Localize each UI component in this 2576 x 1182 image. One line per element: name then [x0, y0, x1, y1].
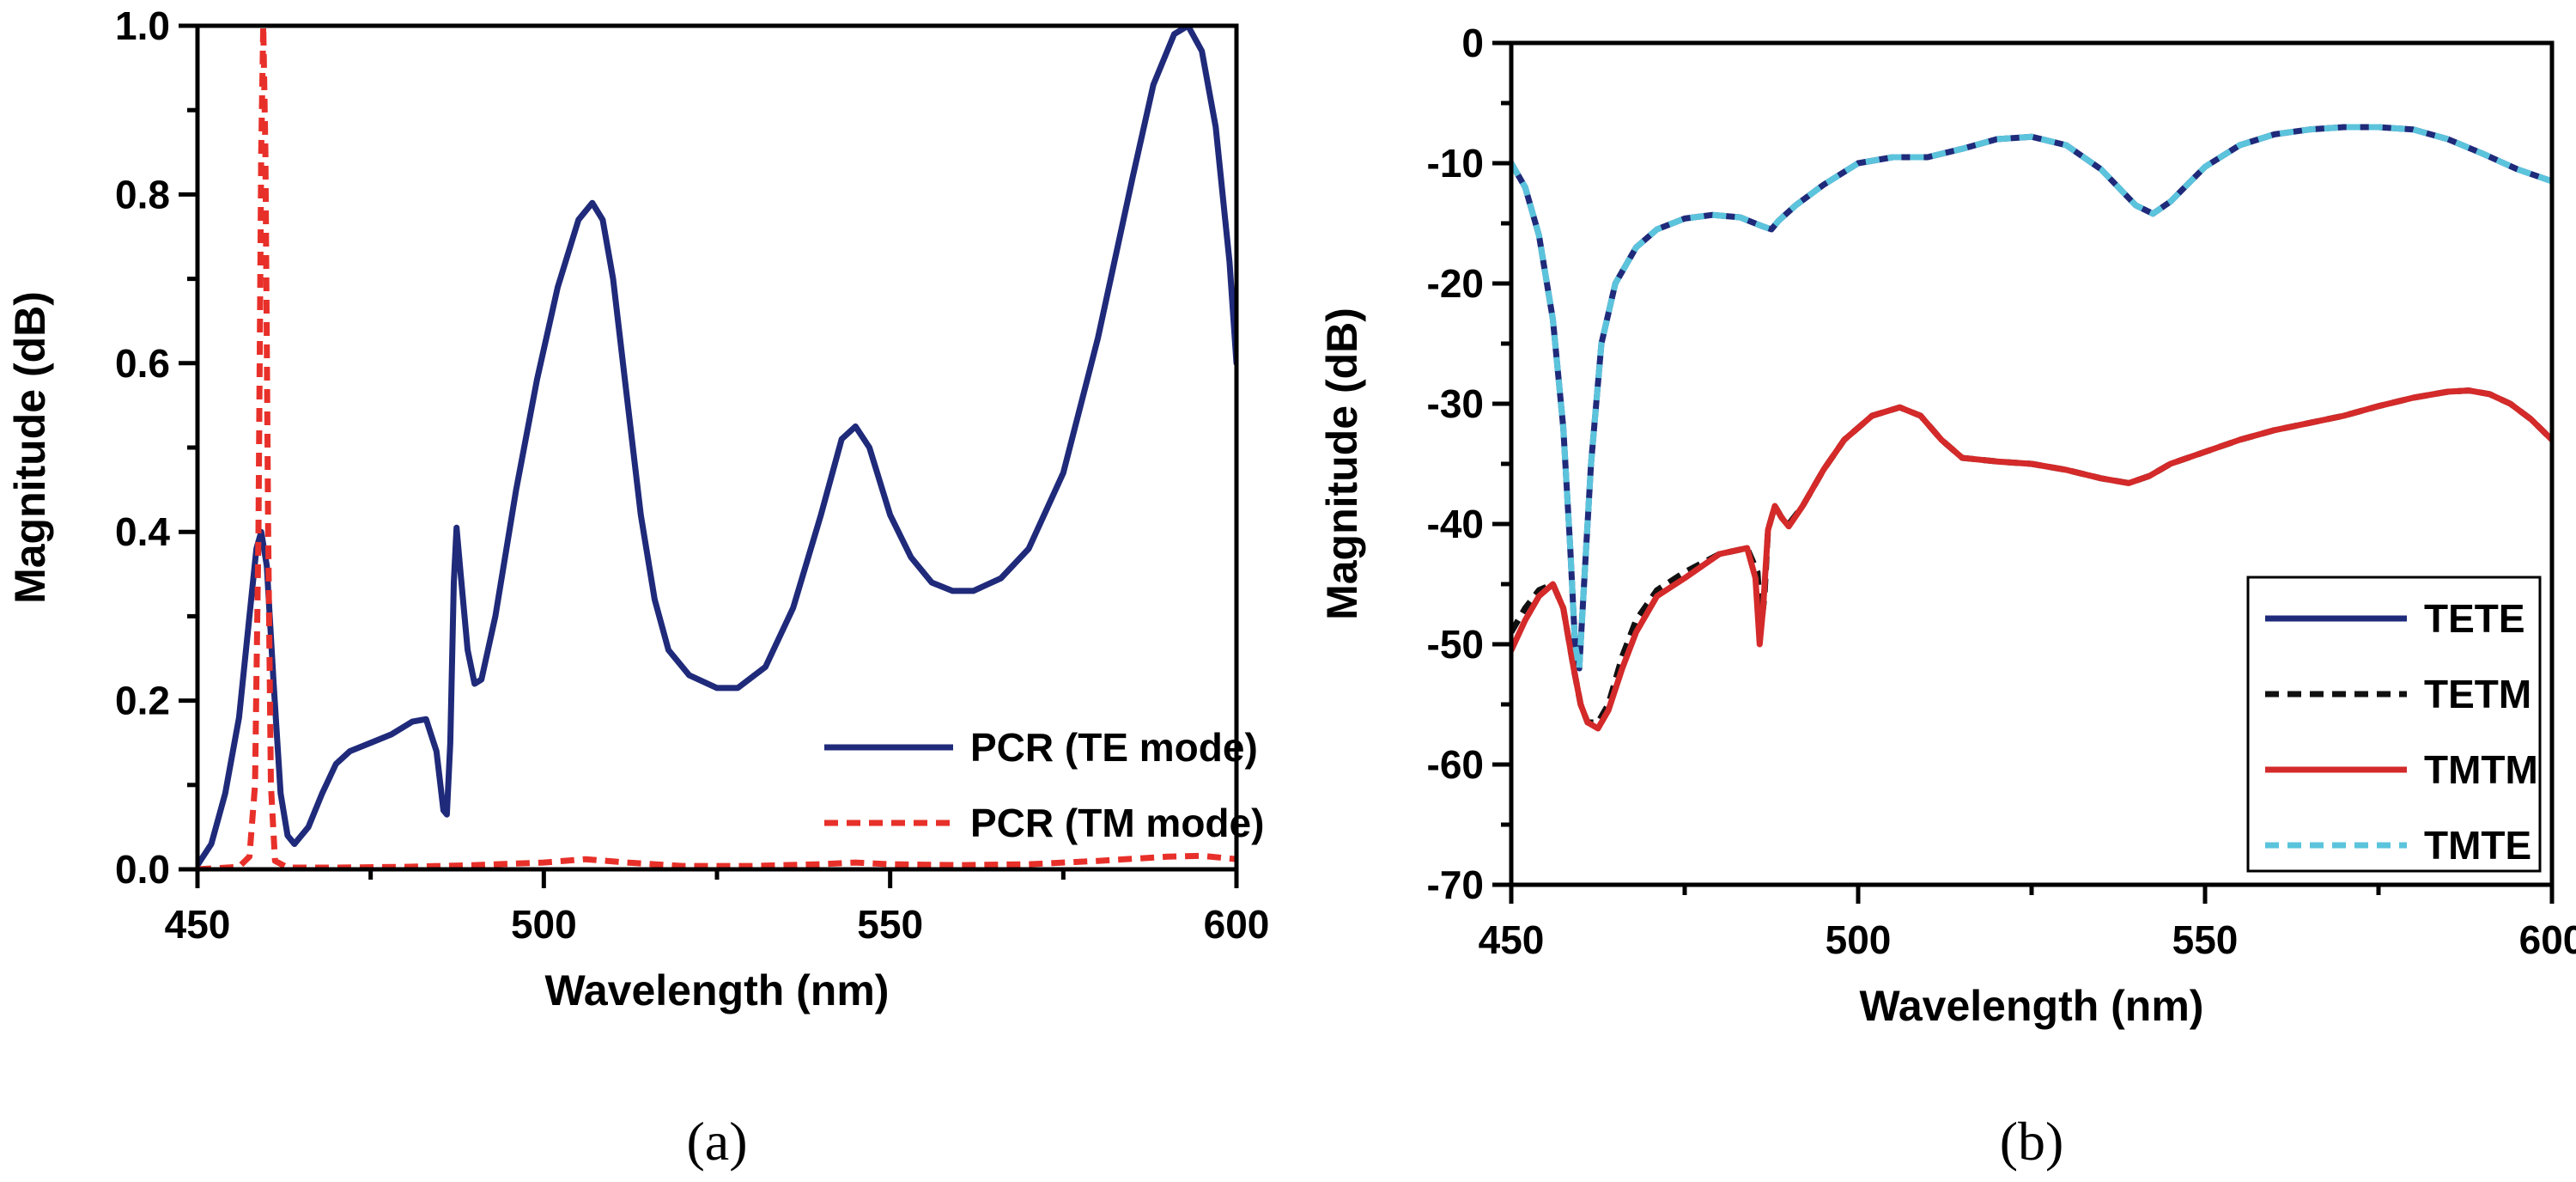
panel-a-x-tick-label: 550 — [857, 902, 923, 947]
panel-a-series-pcr-tm-mode — [197, 26, 1236, 869]
panel-a-y-tick-label: 1.0 — [115, 3, 170, 48]
panel-a-y-axis-title: Magnitude (dB) — [6, 291, 54, 604]
panel-b-y-tick-label: -60 — [1427, 742, 1484, 787]
panel-b-legend-label-tete: TETE — [2424, 596, 2525, 641]
panel-b-x-tick-label: 550 — [2172, 917, 2239, 962]
panel-b-lines — [1511, 124, 2552, 732]
panel-a-x-tick-label: 450 — [165, 902, 231, 947]
panel-a-legend-label-pcr-te-mode: PCR (TE mode) — [970, 725, 1258, 770]
panel-a-y-tick-label: 0.2 — [115, 679, 170, 723]
panel-a-legend-label-pcr-tm-mode: PCR (TM mode) — [970, 801, 1264, 845]
panel-a-lines — [197, 26, 1236, 869]
panel-b-ticks: 450 500 550 600 -70 -60 -50 -40 -30 -20 -10 0 — [1427, 21, 2576, 962]
panel-a: 450 500 550 600 0.0 0.2 0.4 0.6 0.8 1.0 PCR (TE m… — [6, 3, 1269, 1172]
panel-b-x-tick-label: 450 — [1479, 917, 1545, 962]
panel-b-y-tick-label: -20 — [1427, 261, 1484, 306]
panel-b-x-tick-label: 500 — [1826, 917, 1892, 962]
panel-a-legend: PCR (TE mode) PCR (TM mode) — [824, 725, 1264, 845]
panel-b-legend: TETE TETM TMTM TMTE — [2246, 576, 2542, 873]
panel-a-ticks: 450 500 550 600 0.0 0.2 0.4 0.6 0.8 1.0 — [115, 3, 1269, 947]
panel-b-caption: (b) — [2000, 1111, 2064, 1172]
panel-b-legend-box — [2246, 576, 2542, 873]
panel-a-series-pcr-te-mode — [197, 26, 1236, 868]
panel-b-x-tick-label: 600 — [2519, 917, 2576, 962]
panel-b-series-tmte — [1511, 124, 2552, 672]
panel-a-y-tick-label: 0.4 — [115, 509, 170, 554]
panel-b-series-tmtm — [1511, 387, 2552, 732]
panel-b-y-tick-label: -50 — [1427, 622, 1484, 667]
panel-b-legend-label-tetm: TETM — [2424, 672, 2531, 716]
panel-b-legend-label-tmte: TMTE — [2424, 823, 2531, 868]
panel-b-y-tick-label: -30 — [1427, 381, 1484, 426]
panel-a-y-tick-label: 0.8 — [115, 172, 170, 216]
panel-a-y-tick-label: 0.0 — [115, 847, 170, 892]
panel-b: 450 500 550 600-70-60-50-40-30-20-100 TETET… — [1318, 21, 2576, 1172]
panel-b-y-tick-label: -10 — [1427, 141, 1484, 186]
panel-b-y-axis-title: Magnitude (dB) — [1318, 308, 1366, 620]
panel-b-y-tick-label: -70 — [1427, 862, 1484, 907]
panel-a-x-tick-label: 500 — [511, 902, 577, 947]
panel-a-x-tick-label: 600 — [1204, 902, 1270, 947]
panel-b-x-axis-title: Wavelength (nm) — [1860, 982, 2204, 1030]
panel-a-x-axis-title: Wavelength (nm) — [545, 966, 890, 1014]
panel-a-y-tick-label: 0.6 — [115, 341, 170, 386]
panel-b-y-tick-label: 0 — [1461, 21, 1484, 65]
panel-b-legend-label-tmtm: TMTM — [2424, 747, 2538, 792]
panel-a-caption: (a) — [686, 1111, 747, 1172]
panel-b-y-tick-label: -40 — [1427, 502, 1484, 546]
